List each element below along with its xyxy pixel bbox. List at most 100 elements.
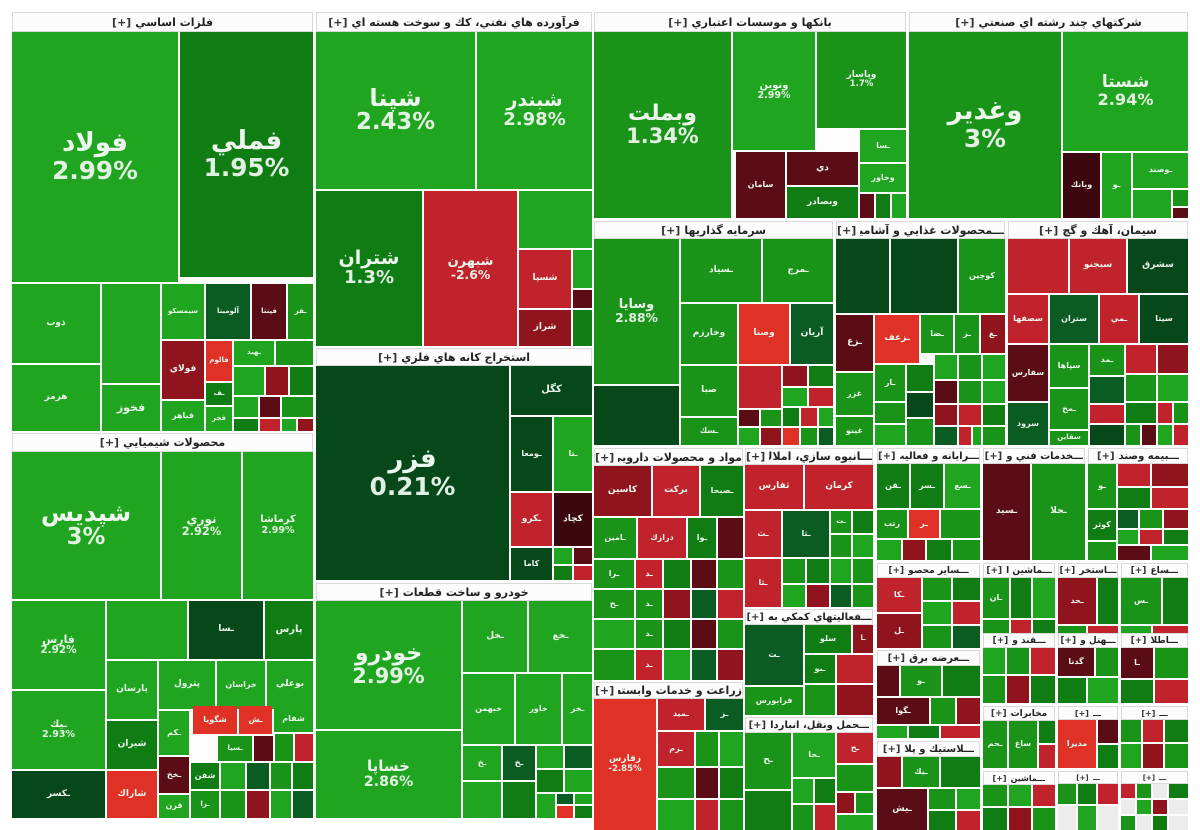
stock-tile[interactable]: [957, 789, 980, 809]
stock-tile[interactable]: [573, 290, 592, 308]
stock-tile[interactable]: [1165, 720, 1188, 742]
stock-tile[interactable]: [554, 566, 572, 580]
stock-tile[interactable]: [565, 770, 592, 792]
stock-tile[interactable]: [275, 734, 293, 761]
stock-tile[interactable]: [761, 428, 781, 445]
stock-tile-وخارزم[interactable]: وخارزم: [681, 304, 737, 364]
stock-tile-ـخ[interactable]: ـخ: [503, 746, 535, 780]
stock-tile-ـومعا[interactable]: ـومعا: [511, 417, 552, 491]
stock-tile-سرود[interactable]: سرود: [1008, 403, 1048, 445]
stock-tile[interactable]: [1143, 720, 1163, 742]
stock-tile-فملي[interactable]: فملي 1.95%: [180, 32, 313, 277]
stock-tile[interactable]: [927, 540, 951, 560]
stock-tile[interactable]: [1090, 405, 1124, 423]
stock-tile[interactable]: [293, 791, 313, 818]
stock-tile[interactable]: [853, 511, 873, 533]
stock-tile[interactable]: [594, 650, 634, 680]
stock-tile[interactable]: [234, 419, 258, 431]
stock-tile[interactable]: [1165, 744, 1188, 768]
stock-tile[interactable]: [809, 366, 833, 386]
stock-tile[interactable]: [1121, 800, 1135, 814]
stock-tile-سبجنو[interactable]: سبجنو: [1070, 239, 1126, 293]
stock-tile-كچاد[interactable]: كچاد: [554, 493, 592, 546]
stock-tile-كوثر[interactable]: كوثر: [1088, 510, 1116, 540]
stock-tile-فالوم[interactable]: فالوم: [206, 341, 232, 381]
stock-tile-ثفارس[interactable]: ثفارس: [745, 465, 803, 509]
stock-tile[interactable]: [739, 428, 759, 445]
stock-tile[interactable]: [1121, 720, 1141, 742]
stock-tile[interactable]: [941, 510, 980, 538]
stock-tile[interactable]: [1152, 488, 1188, 508]
stock-tile[interactable]: [983, 648, 1005, 674]
stock-tile[interactable]: [1140, 530, 1162, 544]
stock-tile[interactable]: [1011, 578, 1031, 618]
stock-tile[interactable]: [953, 540, 980, 560]
stock-tile[interactable]: [1158, 425, 1172, 445]
stock-tile-ـحد[interactable]: ـحد: [1058, 578, 1096, 624]
stock-tile[interactable]: [923, 578, 951, 600]
stock-tile[interactable]: [931, 698, 955, 724]
stock-tile[interactable]: [875, 403, 905, 423]
stock-tile-وصنا[interactable]: وصنا: [739, 304, 789, 364]
stock-tile-ـر[interactable]: ـر: [909, 510, 939, 538]
stock-tile-درازك[interactable]: درازك: [638, 518, 686, 558]
stock-tile[interactable]: [1098, 784, 1118, 804]
stock-tile-ـسا[interactable]: ـسا: [860, 130, 906, 162]
stock-tile-ـح[interactable]: ـح: [594, 590, 634, 618]
stock-tile-زفارس[interactable]: زفارس -2.85%: [594, 699, 656, 830]
stock-tile-دي[interactable]: دي: [787, 152, 858, 185]
stock-tile[interactable]: [983, 676, 1005, 703]
stock-tile[interactable]: [692, 560, 716, 588]
stock-tile[interactable]: [923, 626, 951, 648]
stock-tile[interactable]: [664, 650, 690, 680]
stock-tile[interactable]: [282, 397, 313, 417]
stock-tile-ـكم[interactable]: ـكم: [159, 711, 189, 755]
stock-tile-ـا[interactable]: ـا: [1121, 648, 1153, 678]
stock-tile-كاما[interactable]: كاما: [511, 548, 552, 580]
stock-tile-خودرو[interactable]: خودرو 2.99%: [316, 601, 461, 729]
stock-tile-خراسان[interactable]: خراسان: [217, 661, 265, 709]
stock-tile-شستا[interactable]: شستا 2.94%: [1063, 32, 1188, 151]
stock-tile[interactable]: [247, 791, 269, 818]
stock-tile-ـخع[interactable]: ـخع: [529, 601, 592, 672]
stock-tile[interactable]: [983, 808, 1007, 830]
stock-tile-ـد[interactable]: ـد: [636, 560, 662, 588]
stock-tile[interactable]: [1058, 806, 1076, 830]
sector-header-cement[interactable]: سيمان، آهك و گچ [+]: [1008, 221, 1188, 239]
stock-tile[interactable]: [1158, 403, 1172, 423]
stock-tile-ـميد[interactable]: ـميد: [658, 699, 704, 730]
stock-tile[interactable]: [234, 397, 258, 417]
stock-tile-كاسين[interactable]: كاسين: [594, 466, 651, 516]
stock-tile[interactable]: [658, 800, 694, 830]
stock-tile-ـكرو[interactable]: ـكرو: [511, 493, 552, 546]
stock-tile[interactable]: [298, 419, 313, 431]
stock-tile[interactable]: [282, 419, 296, 431]
stock-tile-شسپا[interactable]: شسپا: [519, 250, 571, 308]
stock-tile-مديرا[interactable]: مديرا: [1058, 720, 1096, 768]
stock-tile[interactable]: [696, 800, 718, 830]
stock-tile-ـد[interactable]: ـد: [636, 650, 662, 680]
stock-tile-گدنا[interactable]: گدنا: [1058, 648, 1094, 676]
stock-tile[interactable]: [943, 666, 980, 696]
stock-tile-فپنتا[interactable]: فپنتا: [252, 284, 286, 339]
sector-header-banks[interactable]: بانكها و موسسات اعتباري [+]: [594, 12, 906, 32]
sector-header-insurance[interactable]: ـــبيمه وصند [+]: [1088, 448, 1188, 464]
stock-tile[interactable]: [1118, 510, 1138, 528]
stock-tile[interactable]: [875, 425, 905, 445]
stock-tile[interactable]: [983, 785, 1007, 806]
stock-tile[interactable]: [692, 620, 716, 648]
stock-tile-شفن[interactable]: شفن: [191, 763, 219, 789]
stock-tile-وپاسار[interactable]: وپاسار 1.7%: [817, 32, 906, 128]
stock-tile[interactable]: [877, 726, 907, 738]
stock-tile-ـحلا[interactable]: ـحلا: [1032, 464, 1085, 560]
stock-tile-ـوصند[interactable]: ـوصند: [1133, 153, 1188, 188]
stock-tile[interactable]: [293, 763, 313, 789]
stock-tile[interactable]: [573, 310, 592, 346]
stock-tile[interactable]: [807, 559, 829, 583]
stock-tile-فولاي[interactable]: فولاي: [162, 341, 204, 399]
stock-tile-قرن[interactable]: قرن: [159, 795, 189, 818]
stock-tile-وغدير[interactable]: وغدير 3%: [909, 32, 1061, 218]
stock-tile-نوري[interactable]: نوري 2.92%: [162, 452, 241, 599]
stock-tile[interactable]: [941, 726, 980, 738]
stock-tile-صبا[interactable]: صبا: [681, 366, 737, 416]
